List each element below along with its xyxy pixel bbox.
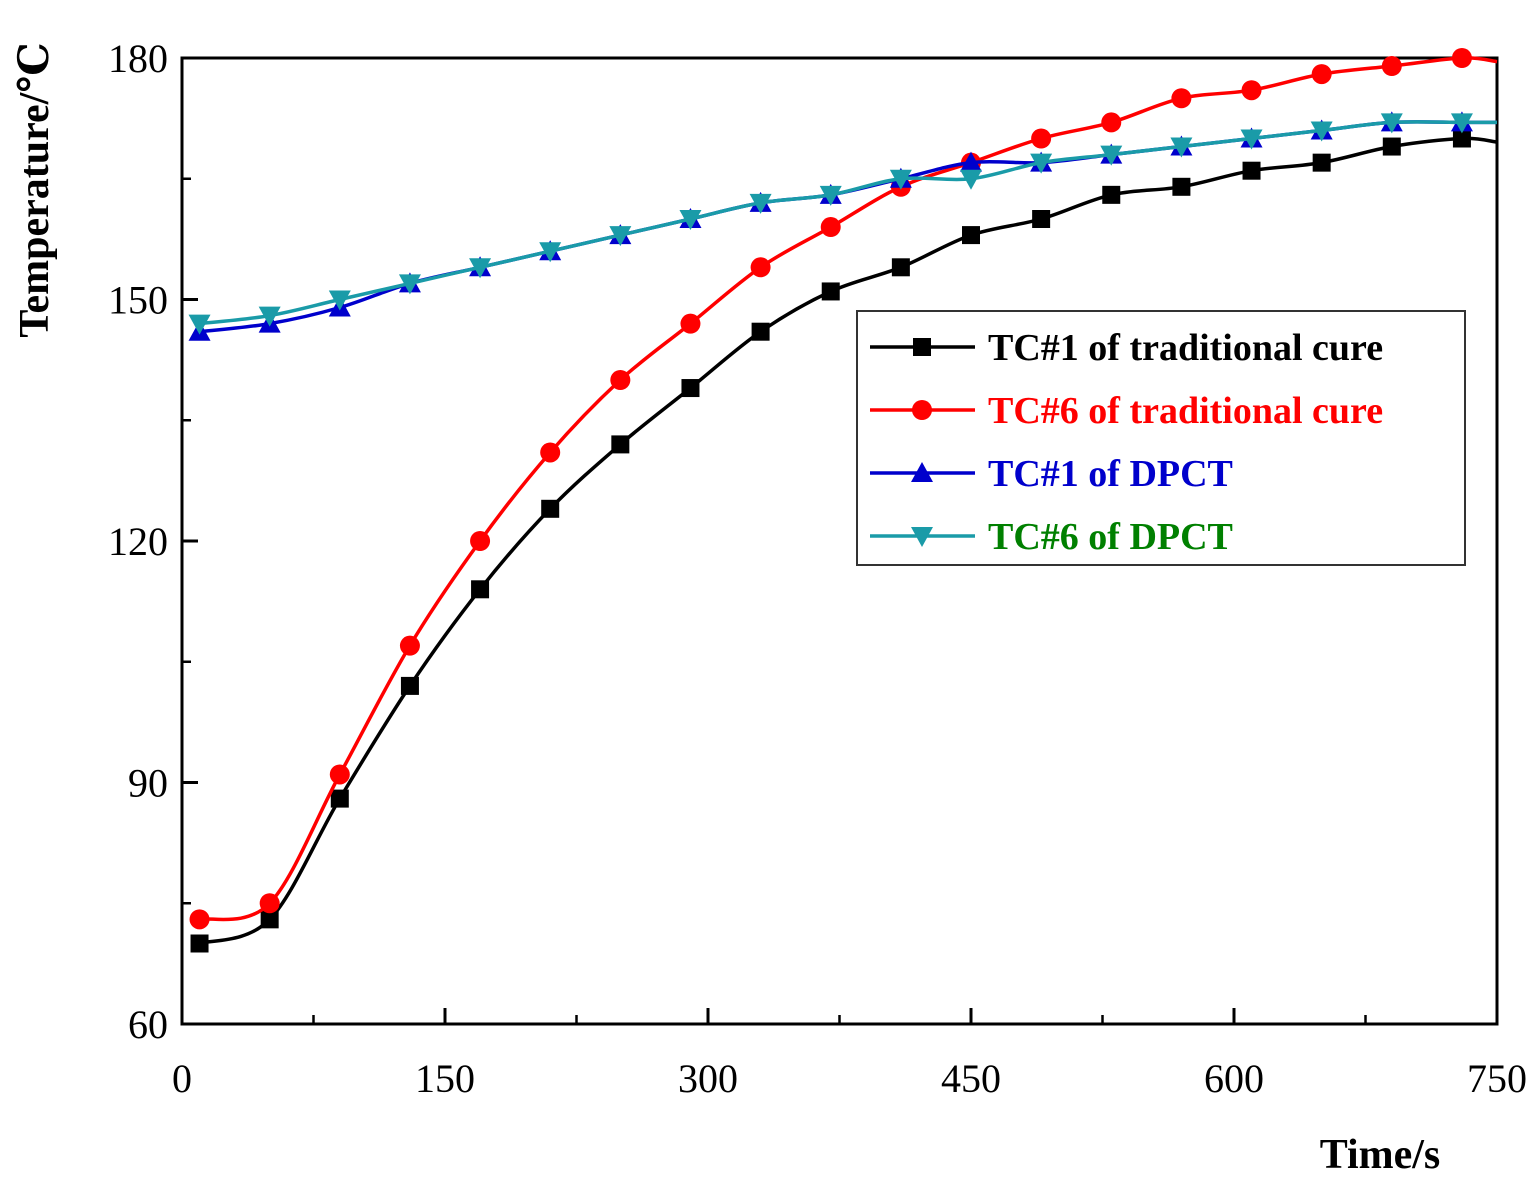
- data-point-marker: [679, 210, 702, 230]
- data-point-marker: [398, 274, 421, 295]
- data-point-marker: [1311, 64, 1332, 85]
- series-4: [188, 113, 1497, 335]
- data-point-marker: [1312, 153, 1331, 172]
- legend-label: TC#1 of traditional cure: [988, 327, 1383, 369]
- y-tick-label: 150: [108, 278, 168, 323]
- data-point-marker: [749, 193, 772, 214]
- legend: TC#1 of traditional cure TC#6 of traditio…: [856, 310, 1466, 566]
- data-point-marker: [750, 257, 771, 278]
- data-point-marker: [260, 910, 279, 929]
- legend-item: TC#1 of traditional cure: [870, 327, 1383, 369]
- data-point-marker: [1242, 161, 1261, 180]
- data-point-marker: [962, 226, 980, 245]
- data-point-marker: [189, 909, 210, 930]
- y-tick-label: 120: [108, 519, 168, 564]
- data-point-marker: [330, 789, 349, 808]
- data-point-marker: [819, 185, 842, 206]
- data-point-marker: [1170, 137, 1193, 158]
- series-line: [198, 136, 1498, 946]
- data-point-marker: [1380, 113, 1403, 134]
- series-layer: [188, 48, 1498, 953]
- series-line: [199, 56, 1498, 922]
- data-point-marker: [469, 258, 492, 279]
- data-point-marker: [259, 893, 280, 914]
- data-point-marker: [1030, 153, 1053, 174]
- data-point-marker: [539, 242, 562, 263]
- series-line: [199, 120, 1497, 334]
- data-point-marker: [329, 764, 350, 785]
- data-point-marker: [1450, 113, 1473, 134]
- series-line: [199, 120, 1497, 326]
- data-point-marker: [471, 580, 490, 599]
- series-2: [189, 48, 1498, 930]
- legend-label: TC#1 of DPCT: [988, 453, 1233, 495]
- data-point-marker: [1102, 185, 1121, 204]
- x-tick-label: 150: [415, 1056, 475, 1101]
- legend-marker: [913, 338, 931, 356]
- legend-label: TC#6 of DPCT: [988, 516, 1233, 558]
- x-axis-title: Time/s: [1320, 1132, 1441, 1178]
- data-point-marker: [400, 676, 419, 695]
- legend-item: TC#6 of traditional cure: [870, 390, 1383, 432]
- legend-box: [856, 310, 1466, 566]
- data-point-marker: [1171, 88, 1192, 109]
- data-point-marker: [188, 314, 211, 335]
- data-point-marker: [821, 282, 840, 301]
- data-point-marker: [540, 442, 561, 463]
- data-point-marker: [399, 635, 420, 656]
- data-point-marker: [1100, 145, 1123, 166]
- x-tick-label: 0: [172, 1056, 192, 1101]
- data-point-marker: [960, 151, 982, 172]
- data-point-marker: [681, 379, 700, 398]
- data-point-marker: [610, 370, 631, 390]
- x-tick-label: 300: [678, 1056, 738, 1101]
- data-point-marker: [960, 169, 982, 190]
- data-point-marker: [1031, 128, 1052, 149]
- legend-marker: [911, 527, 933, 547]
- data-point-marker: [820, 217, 841, 238]
- series-3: [188, 111, 1497, 341]
- data-point-marker: [889, 169, 912, 190]
- data-point-marker: [1382, 137, 1401, 156]
- legend-item: TC#6 of DPCT: [870, 516, 1233, 558]
- legend-item: TC#1 of DPCT: [870, 453, 1233, 495]
- data-point-marker: [470, 531, 491, 551]
- x-tick-label: 750: [1467, 1056, 1527, 1101]
- axes: 0 150 300 450 600 750 60 90 120 150 180: [108, 36, 1527, 1101]
- data-point-marker: [1452, 129, 1471, 148]
- y-tick-label: 90: [128, 761, 168, 806]
- data-point-marker: [328, 290, 351, 311]
- data-point-marker: [891, 258, 910, 277]
- data-point-marker: [190, 934, 209, 953]
- x-tick-label: 450: [941, 1056, 1001, 1101]
- y-tick-label: 180: [108, 36, 168, 81]
- data-point-marker: [1310, 121, 1333, 142]
- y-axis-title: Temperature/℃: [12, 42, 58, 337]
- data-point-marker: [541, 499, 560, 518]
- data-point-marker: [680, 313, 701, 334]
- y-tick-label: 60: [128, 1002, 168, 1047]
- data-point-marker: [1451, 48, 1472, 68]
- legend-marker: [911, 462, 933, 482]
- data-point-marker: [1032, 210, 1051, 228]
- legend-marker: [912, 400, 932, 420]
- data-point-marker: [1240, 129, 1263, 150]
- data-point-marker: [258, 306, 281, 327]
- data-point-marker: [1241, 80, 1262, 101]
- data-point-marker: [611, 435, 630, 454]
- data-point-marker: [609, 226, 632, 247]
- data-point-marker: [751, 322, 770, 341]
- data-point-marker: [1101, 112, 1122, 133]
- data-point-marker: [1172, 177, 1191, 196]
- data-point-marker: [1381, 56, 1402, 77]
- legend-label: TC#6 of traditional cure: [988, 390, 1383, 432]
- x-tick-label: 600: [1204, 1056, 1264, 1101]
- series-1: [190, 129, 1498, 953]
